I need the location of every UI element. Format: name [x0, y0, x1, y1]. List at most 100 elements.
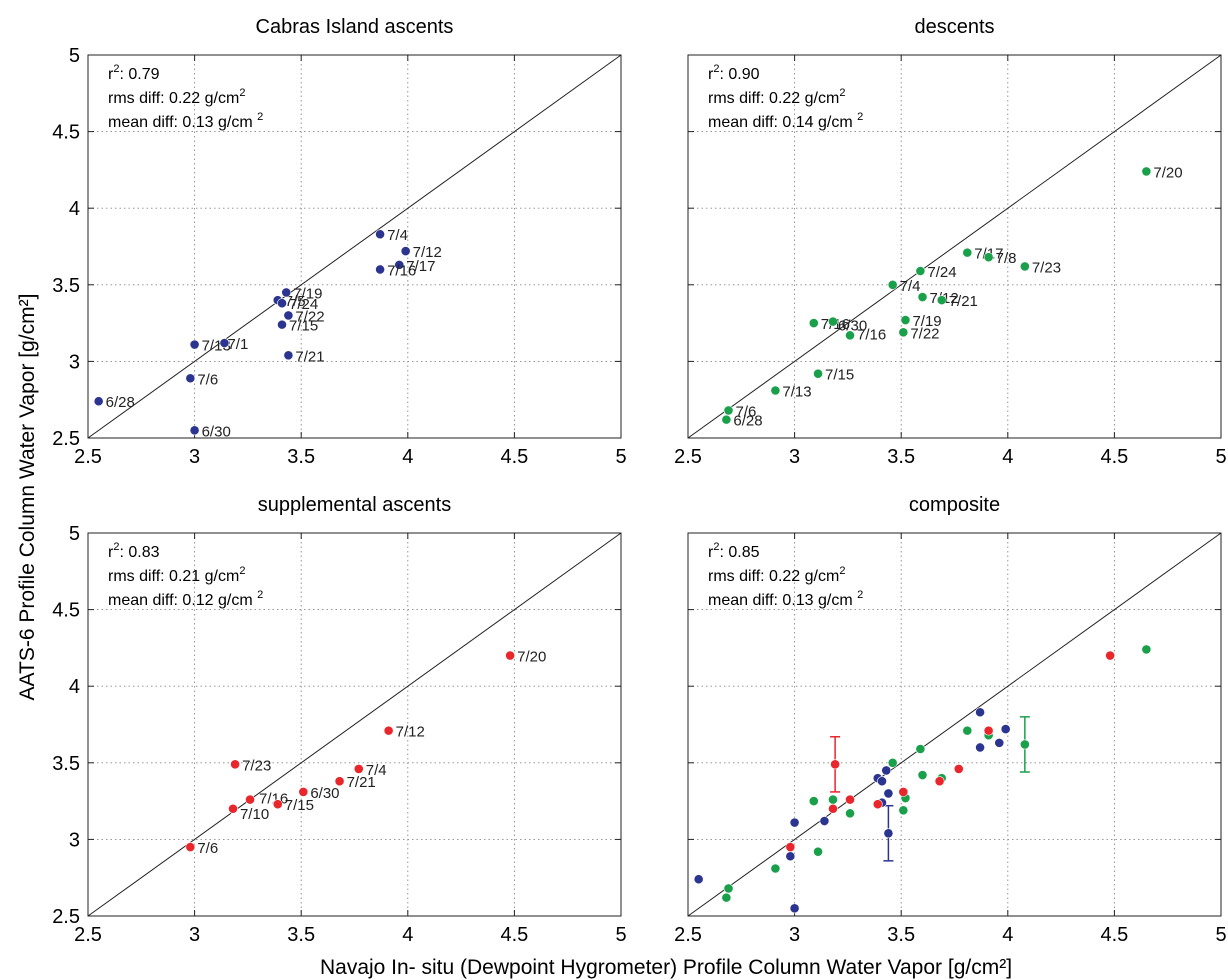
stats-line: r2: 0.90 [708, 63, 760, 83]
point-label: 7/19 [912, 313, 941, 330]
panel-title: Cabras Island ascents [256, 16, 454, 38]
x-tick-label: 3 [789, 446, 800, 468]
data-point [298, 787, 309, 797]
one-to-one-line [87, 54, 622, 439]
x-axis-label: Navajo In- situ (Dewpoint Hygrometer) Pr… [320, 956, 1012, 979]
data-point [400, 246, 411, 256]
data-point [189, 339, 200, 350]
data-point [845, 808, 855, 819]
point-label: 7/4 [387, 227, 408, 244]
data-point [272, 799, 283, 810]
data-point [915, 744, 926, 754]
point-label: 6/30 [838, 318, 867, 335]
data-point [185, 842, 196, 852]
data-point [936, 295, 947, 306]
data-point [934, 776, 945, 787]
data-point [887, 279, 898, 290]
data-point [1105, 650, 1116, 661]
stats-line: mean diff: 0.13 g/cm 2 [708, 589, 863, 609]
point-label: 7/4 [366, 762, 387, 779]
data-point [872, 799, 883, 810]
y-tick-label: 5 [69, 45, 80, 67]
stats-line: mean diff: 0.14 g/cm 2 [708, 111, 863, 131]
point-label: 6/30 [202, 423, 231, 440]
data-point [228, 803, 238, 814]
x-tick-label: 5 [615, 924, 626, 946]
data-point [721, 892, 732, 903]
point-label: 7/17 [406, 258, 435, 275]
point-label: 7/16 [387, 262, 416, 279]
stats-line: mean diff: 0.13 g/cm 2 [108, 111, 263, 131]
y-tick-label: 2.5 [52, 428, 80, 450]
stats-line: mean diff: 0.12 g/cm 2 [108, 589, 263, 609]
y-axis-label: AATS-6 Profile Column Water Vapor [g/cm²… [16, 294, 39, 701]
x-tick-label: 3 [189, 446, 200, 468]
data-point [693, 874, 704, 885]
panel-title: descents [914, 16, 994, 38]
point-label: 6/30 [310, 785, 339, 802]
y-tick-label: 3.5 [52, 275, 80, 297]
point-label: 7/6 [736, 403, 757, 420]
point-label: 7/23 [1032, 259, 1061, 276]
point-label: 7/12 [413, 244, 442, 261]
point-label: 7/19 [293, 285, 322, 302]
data-point [975, 707, 985, 718]
y-tick-label: 2.5 [52, 906, 80, 928]
point-label: 7/16 [857, 326, 886, 343]
x-tick-label: 4.5 [500, 446, 528, 468]
x-tick-label: 3.5 [287, 446, 315, 468]
data-point [845, 794, 855, 805]
data-point [808, 318, 819, 328]
data-point [1019, 261, 1030, 272]
data-point [353, 764, 364, 774]
stats-line: rms diff: 0.22 g/cm2 [708, 87, 845, 107]
point-label: 7/22 [295, 308, 324, 325]
data-point [770, 863, 781, 874]
point-label: 7/22 [910, 325, 939, 342]
data-point [813, 846, 823, 857]
data-point [962, 725, 973, 736]
x-tick-label: 5 [1215, 446, 1226, 468]
point-label: 6/28 [106, 394, 135, 411]
y-tick-label: 3.5 [52, 753, 80, 775]
panel-0: 2.5 3 3.5 4 4.5 5 2.5 3 3.5 4 4.5 5 Cabras Island as… [52, 16, 626, 468]
point-label: 7/6 [197, 371, 218, 388]
data-point [281, 287, 292, 298]
data-point [883, 828, 894, 839]
axes-frame [687, 54, 1222, 439]
data-point [900, 315, 911, 325]
stats-line: rms diff: 0.22 g/cm2 [708, 565, 845, 585]
axes-frame [687, 532, 1222, 917]
data-point [1000, 724, 1011, 734]
stats-line: r2: 0.79 [108, 63, 160, 83]
point-label: 7/20 [517, 649, 546, 666]
data-point [877, 776, 887, 787]
y-tick-label: 3 [69, 829, 80, 851]
stats-line: rms diff: 0.21 g/cm2 [108, 565, 245, 585]
panel-title: composite [909, 494, 1000, 516]
x-tick-label: 3.5 [287, 924, 315, 946]
data-point [277, 319, 287, 330]
data-point [721, 414, 732, 425]
y-tick-label: 4.5 [52, 600, 80, 622]
x-tick-label: 4 [1002, 446, 1013, 468]
x-tick-label: 3.5 [887, 446, 915, 468]
data-point [189, 425, 200, 436]
data-point [813, 368, 823, 379]
point-label: 6/28 [733, 413, 762, 430]
data-point [1141, 166, 1152, 177]
point-label: 7/24 [289, 296, 318, 313]
x-tick-label: 3 [789, 924, 800, 946]
data-point [277, 298, 287, 309]
data-point [185, 373, 196, 384]
y-tick-label: 4 [69, 676, 80, 698]
data-point [983, 725, 994, 736]
data-point [898, 327, 909, 338]
x-tick-label: 4.5 [500, 924, 528, 946]
y-tick-label: 4.5 [52, 122, 80, 144]
x-tick-label: 5 [1215, 924, 1226, 946]
data-point [898, 805, 909, 816]
y-tick-label: 5 [69, 523, 80, 545]
x-tick-label: 2.5 [674, 924, 702, 946]
point-label: 7/21 [347, 774, 376, 791]
